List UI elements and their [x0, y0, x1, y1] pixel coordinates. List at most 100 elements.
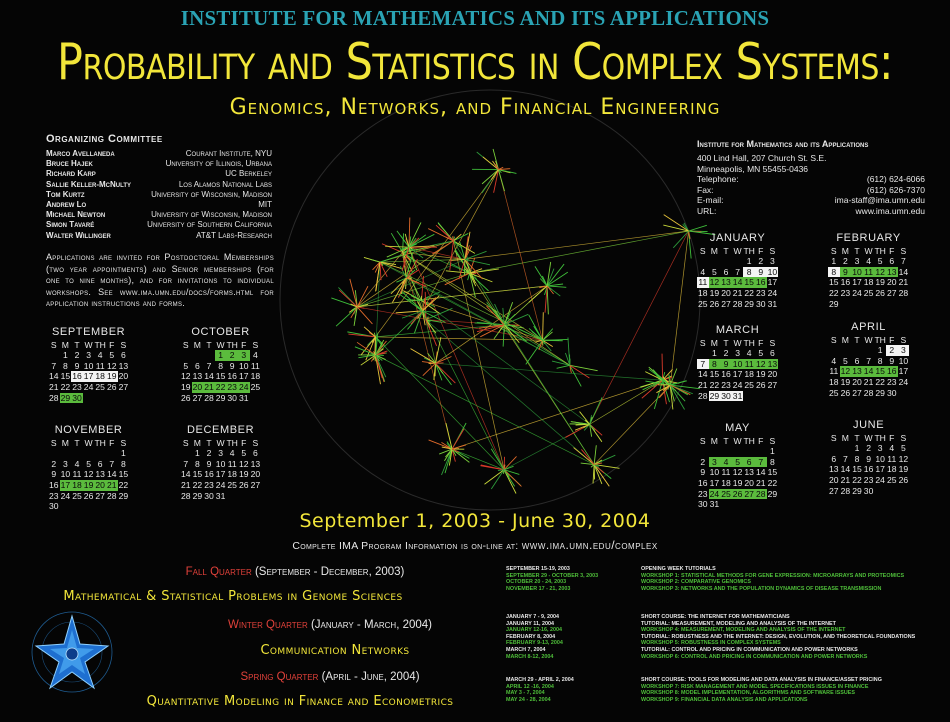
calendar-day: 25	[72, 490, 82, 501]
winter-quarter-heading: Winter Quarter (January - March, 2004)	[180, 619, 480, 631]
calendar-day: 24	[898, 376, 909, 387]
network-branch	[668, 374, 671, 386]
calendar-day: 4	[252, 350, 258, 361]
calendar-day: 2	[843, 256, 848, 267]
program-url-link[interactable]: www.ima.umn.edu/complex	[521, 538, 658, 552]
weekday-label: F	[109, 437, 115, 448]
workshop-day: 10	[851, 266, 863, 278]
network-branch	[538, 340, 544, 351]
network-branch	[495, 164, 499, 170]
network-branch	[422, 295, 440, 312]
calendar-day: 6	[97, 458, 103, 469]
network-branch	[421, 298, 426, 311]
weekday-label: TH	[226, 339, 238, 350]
weekday-label: TH	[874, 334, 886, 345]
network-branch	[433, 363, 436, 380]
network-branch	[469, 268, 499, 274]
schedule-date: May 24 - 28, 2004	[506, 696, 551, 703]
network-branch	[405, 252, 414, 279]
network-branch	[517, 328, 543, 341]
calendar-day: 17	[732, 369, 743, 380]
network-branch	[410, 295, 422, 301]
member-name: Tom Kurtz	[46, 189, 85, 199]
schedule-date: January 11, 2004	[506, 620, 554, 627]
schedule-event: Workshop 4: Measurement, Modeling and An…	[641, 627, 846, 634]
schedule-event: Workshop 1: Statistical Methods for Gene…	[641, 572, 905, 579]
calendar-day: 8	[195, 458, 200, 469]
network-link	[357, 240, 454, 308]
weekday-label: TH	[874, 245, 886, 256]
network-branch	[569, 365, 572, 374]
network-branch	[503, 469, 516, 487]
workshop-day: 15	[874, 366, 886, 377]
calendar-day: 16	[698, 477, 708, 488]
weekday-label: T	[723, 435, 729, 446]
committee-list: Marco Avellaneda Courant Institute, NYU Br…	[46, 149, 272, 241]
network-link	[421, 300, 590, 425]
network-branch	[350, 306, 358, 319]
empty-cell	[83, 448, 95, 459]
network-branch	[405, 277, 407, 290]
network-branch	[429, 240, 454, 247]
calendar-day: 1	[769, 446, 775, 457]
network-branch	[446, 441, 453, 450]
weekday-label: T	[854, 245, 860, 256]
schedule-event: Workshop 5: Robustness in Complex System…	[641, 640, 781, 647]
calendar-day: 24	[767, 287, 778, 298]
network-branch	[479, 324, 505, 329]
calendar-day: 1	[63, 350, 68, 361]
contact-value: (612) 626-7370	[866, 184, 925, 195]
network-branch	[375, 332, 379, 356]
calendar-day: 4	[229, 448, 235, 459]
calendar-day: 29	[829, 298, 839, 309]
calendar-day: 27	[886, 287, 897, 298]
weekday-label: S	[699, 337, 706, 348]
calendar-day: 6	[854, 355, 860, 366]
calendar-grid: S M T W TH F S 1 2 3 4 5 6 7 8 9 10 11 12 13 14 15 16 17 18 19 20 2…	[697, 436, 778, 510]
network-branch	[402, 246, 410, 258]
network-branch	[372, 261, 381, 271]
calendar-day: 29	[744, 298, 754, 309]
network-branch	[486, 305, 505, 325]
network-branch	[421, 361, 436, 364]
committee-title: Organizing Committee	[46, 133, 163, 145]
network-link	[357, 306, 543, 341]
workshop-day: 13	[885, 266, 898, 278]
network-branch	[360, 354, 376, 366]
calendar-day: 27	[95, 490, 105, 501]
calendar-day: 13	[95, 469, 105, 480]
workshop-day: 19	[105, 371, 118, 382]
network-branch	[425, 307, 453, 321]
calendar-day: 12	[83, 469, 94, 480]
calendar-day: 12	[898, 453, 909, 464]
network-branch	[451, 444, 467, 450]
network-branch	[338, 289, 358, 308]
network-branch	[435, 224, 454, 242]
calendar-june: JUNE S M T W TH F S 1 2 3 4 5 6 7 8 9 10 11 12 13 14 15 16 17 18 1…	[828, 420, 909, 496]
schedule-event: Workshop 3: Networks and the Population …	[641, 585, 882, 592]
workshop-day: 7	[754, 456, 767, 468]
calendar-day: 5	[900, 443, 906, 454]
calendar-day: 31	[215, 490, 226, 501]
calendar-day: 20	[118, 371, 129, 382]
quarter-name: Winter Quarter	[228, 619, 308, 631]
calendar-day: 13	[118, 360, 129, 371]
calendar-day: 4	[831, 355, 837, 366]
network-branch	[503, 469, 517, 494]
weekday-label: TH	[874, 432, 886, 443]
network-branch	[492, 148, 499, 170]
empty-cell	[720, 446, 732, 457]
contact-value[interactable]: www.ima.umn.edu	[855, 205, 925, 216]
calendar-day: 21	[840, 474, 851, 485]
network-branch	[408, 234, 427, 248]
network-branch	[490, 169, 499, 180]
empty-cell	[106, 448, 118, 459]
calendar-day: 2	[206, 448, 212, 459]
calendar-day: 25	[227, 479, 237, 490]
spring-quarter-theme: Quantitative Modeling in Finance and Eco…	[146, 694, 454, 709]
calendar-day: 1	[712, 348, 717, 359]
network-branch	[448, 448, 453, 466]
network-branch	[421, 300, 441, 315]
contact-value[interactable]: ima-staff@ima.umn.edu	[834, 195, 925, 205]
network-ring	[279, 89, 701, 511]
